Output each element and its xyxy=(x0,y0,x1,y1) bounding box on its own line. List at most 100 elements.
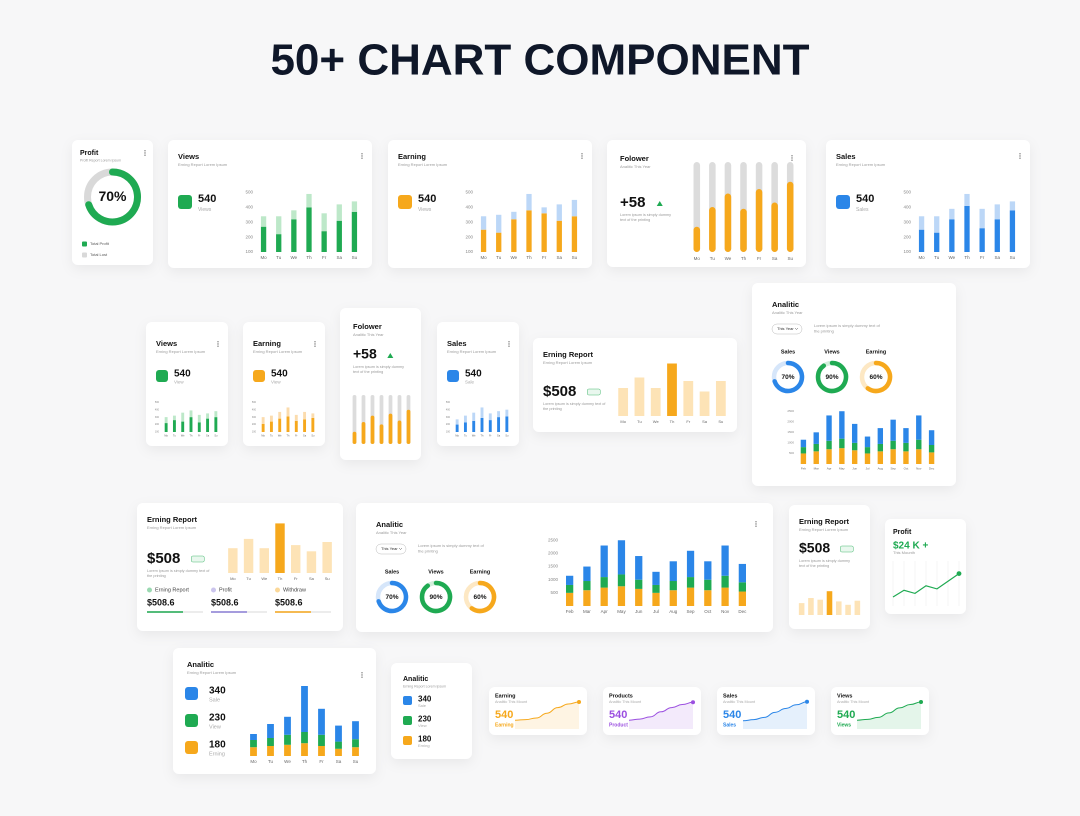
bar-segment xyxy=(311,413,315,418)
x-tick-label: Sa xyxy=(303,435,307,438)
x-tick-label: Jun xyxy=(635,609,643,614)
item-label: View xyxy=(209,724,221,730)
x-tick-label: Mo xyxy=(230,576,236,581)
x-tick-label: Mar xyxy=(583,609,591,614)
dropdown[interactable] xyxy=(771,323,803,335)
bar-segment xyxy=(480,229,487,252)
bar-segment xyxy=(556,220,562,252)
bar-segment xyxy=(877,428,884,444)
x-tick-label: Mo xyxy=(918,255,925,260)
donut-arc xyxy=(772,360,805,394)
x-tick-label: Apr xyxy=(601,609,609,614)
x-tick-label: Su xyxy=(505,435,509,438)
bar-segment xyxy=(480,216,487,230)
card xyxy=(137,503,343,631)
x-tick-label: Mo xyxy=(480,255,487,260)
bar-segment xyxy=(352,747,359,756)
bar-segment xyxy=(686,577,695,588)
stat-value: 540 xyxy=(198,193,216,205)
bar-segment xyxy=(214,417,218,432)
y-tick-label: 200 xyxy=(155,423,160,426)
bar-segment xyxy=(291,219,297,252)
bar-segment xyxy=(291,210,297,220)
card-subtitle: Erning Report Lorem Ipsum xyxy=(178,162,228,167)
spark-line xyxy=(628,701,694,721)
donut-label: 60% xyxy=(473,594,486,601)
card-subtitle: Analitic This Year xyxy=(353,332,384,337)
x-tick-label: Fr xyxy=(686,419,690,424)
dropdown[interactable] xyxy=(375,543,407,555)
card-subtitle: Analitic This Mount xyxy=(495,700,528,704)
bar-segment xyxy=(994,219,1000,252)
bar-segment xyxy=(318,708,325,735)
card xyxy=(826,140,1030,268)
bar-segment xyxy=(260,226,267,252)
stat-value: 540 xyxy=(856,193,874,205)
card-subtitle: Profit Report Lorem Ipsum xyxy=(80,158,121,162)
y-tick-label: 300 xyxy=(155,416,160,419)
menu-dot xyxy=(144,154,146,156)
menu-dot xyxy=(314,341,316,343)
bar-segment xyxy=(321,213,327,232)
dropdown-chevron xyxy=(794,327,799,330)
y-tick-label: 300 xyxy=(245,219,253,224)
menu-dot xyxy=(361,157,363,159)
card-title: Earning xyxy=(398,152,426,161)
item-dot xyxy=(211,587,216,593)
badge xyxy=(191,555,205,563)
bar-segment xyxy=(351,201,358,212)
menu-dot xyxy=(217,341,219,343)
y-tick-label: 400 xyxy=(446,408,451,411)
bar xyxy=(836,601,842,615)
card-title: Analitic xyxy=(187,660,214,669)
x-tick-label: Th xyxy=(964,255,970,260)
y-tick-label: 2500 xyxy=(787,409,794,413)
card-title: Profit xyxy=(893,529,912,536)
bar xyxy=(683,381,694,416)
bar xyxy=(709,207,716,252)
menu-dot xyxy=(314,345,316,347)
card xyxy=(168,140,372,268)
bar-segment xyxy=(583,566,591,582)
stat-label: Earning xyxy=(495,722,514,728)
bar-segment xyxy=(189,410,193,418)
bar-segment xyxy=(286,416,290,432)
bar-segment xyxy=(250,734,257,740)
y-tick-label: 500 xyxy=(550,590,558,595)
card-subtitle: Analitic This Mount xyxy=(723,700,756,704)
x-tick-label: Sep xyxy=(890,466,896,470)
bar xyxy=(786,181,794,252)
item-label: Withdraw xyxy=(283,587,306,593)
bar-segment xyxy=(839,448,845,464)
card-subtitle: Analitic This Year xyxy=(772,310,803,315)
bar-segment xyxy=(505,409,509,417)
bar xyxy=(618,388,629,416)
bar-segment xyxy=(511,219,517,252)
y-tick-label: 500 xyxy=(465,190,473,195)
x-tick-label: We xyxy=(949,255,956,260)
y-tick-label: 200 xyxy=(465,234,473,239)
x-tick-label: Tu xyxy=(270,435,273,438)
bar-segment xyxy=(335,748,342,756)
spark-line xyxy=(514,701,580,721)
y-tick-label: 1000 xyxy=(548,577,559,582)
bar-segment xyxy=(351,211,358,252)
bar-segment xyxy=(721,587,729,606)
bar-segment xyxy=(813,432,819,444)
bar-segment xyxy=(306,193,312,208)
card-title: Views xyxy=(837,693,853,699)
bar-segment xyxy=(864,453,871,464)
x-tick-label: Nov xyxy=(721,609,730,614)
x-tick-label: Mo xyxy=(261,435,265,438)
spark-marker xyxy=(577,700,581,704)
trend-up xyxy=(656,201,663,206)
bar xyxy=(808,598,814,615)
bar-segment xyxy=(335,741,342,749)
y-tick-label: 200 xyxy=(446,423,451,426)
stat-label: View xyxy=(271,380,281,385)
menu-dot xyxy=(581,155,583,157)
x-tick-label: Th xyxy=(526,255,532,260)
x-tick-label: Tu xyxy=(496,255,502,260)
bar-segment xyxy=(172,420,176,432)
bar-segment xyxy=(877,443,884,452)
